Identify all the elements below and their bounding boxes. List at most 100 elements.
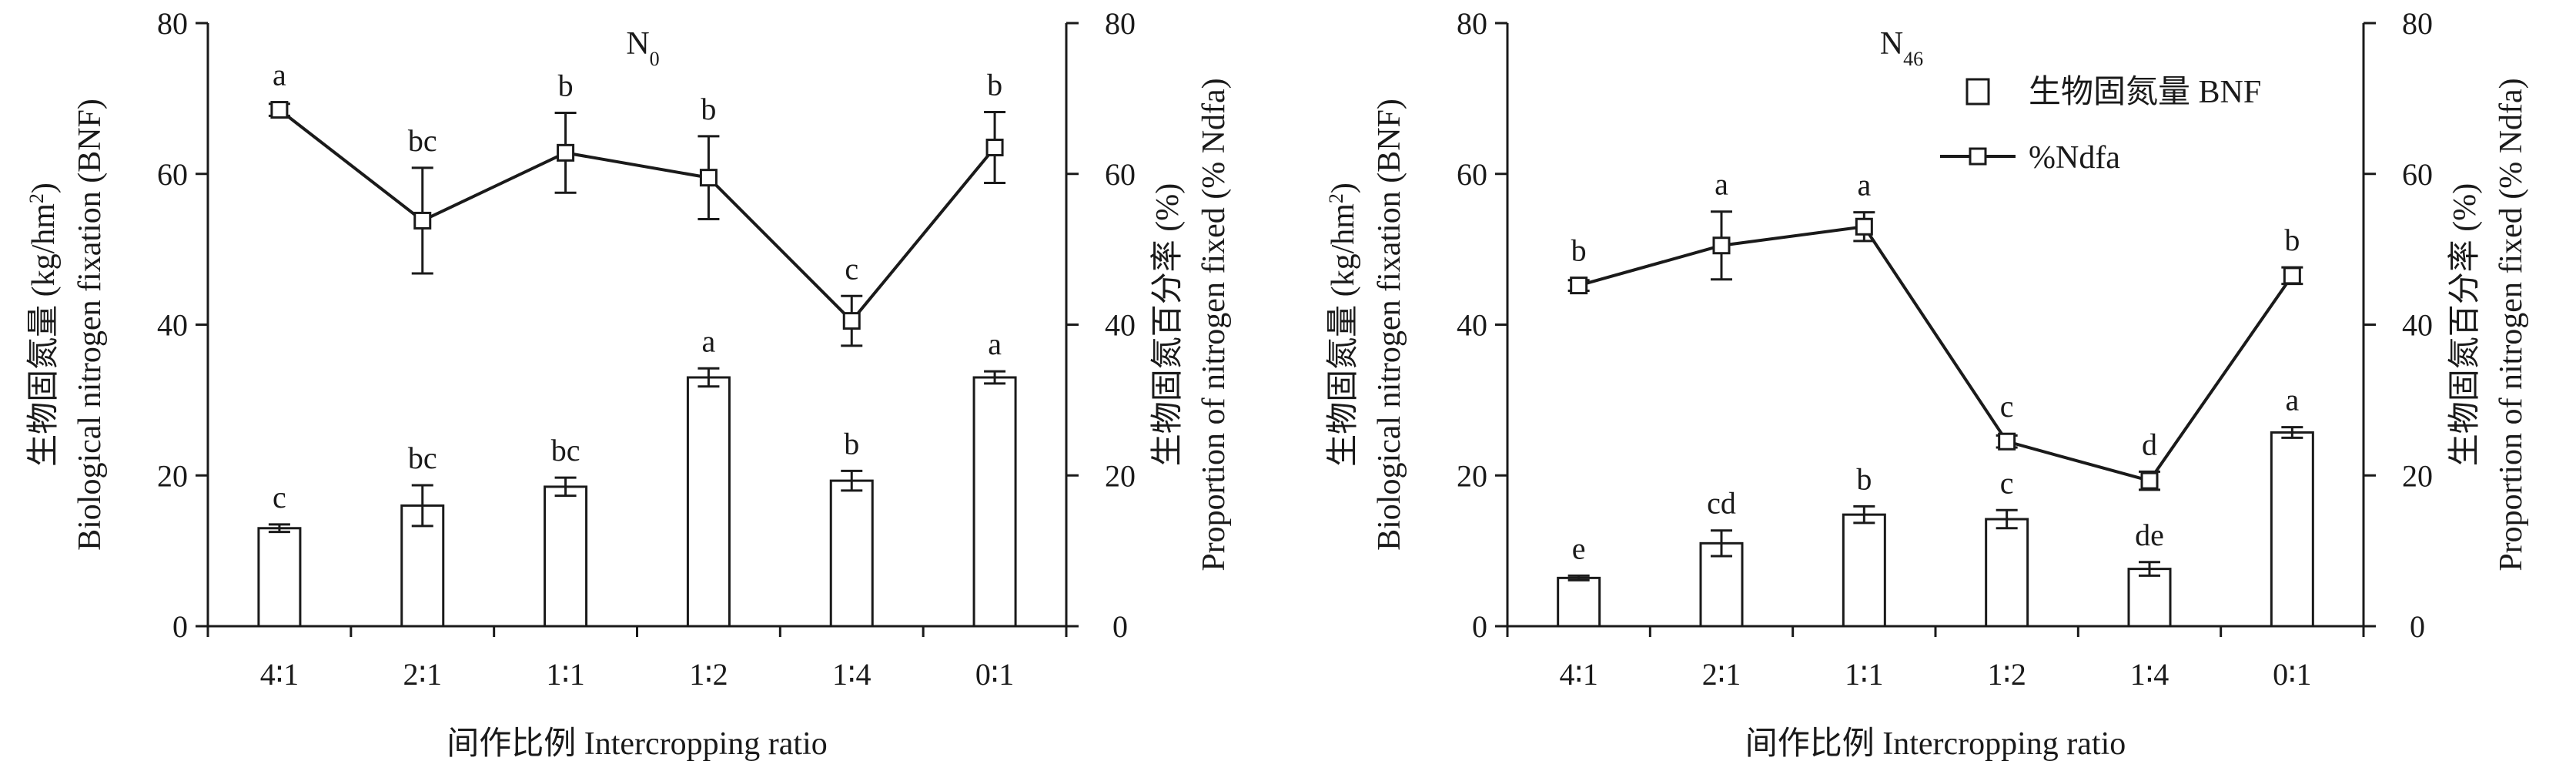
y-tick-label-right: 20 (1105, 458, 1136, 493)
y-tick-label-left: 0 (172, 609, 188, 644)
x-tick-label: 2∶1 (403, 657, 442, 692)
legend-bar-swatch (1965, 78, 1990, 106)
y-tick-label-right: 40 (1105, 308, 1136, 343)
y-tick-label-left: 20 (1457, 458, 1487, 493)
line-significance-label: c (2000, 389, 2014, 424)
bar-significance-label: c (2000, 465, 2014, 500)
ndfa-point (270, 101, 289, 119)
y-axis-title-left-en: Biological nitrogen fixation (BNF) (72, 99, 108, 551)
line-significance-label: d (2142, 427, 2157, 461)
y-tick-label-left: 40 (1457, 308, 1487, 343)
ndfa-point (2283, 266, 2301, 285)
y-axis-title-left-cn-sup: 2 (25, 193, 48, 203)
bar (829, 479, 874, 628)
bar-significance-label: e (1572, 531, 1586, 565)
ndfa-point (699, 169, 718, 187)
bar (1557, 576, 1601, 628)
y-tick-label-right: 0 (1112, 609, 1128, 644)
bar (2127, 568, 2172, 628)
y-axis-title-left-cn-sup: 2 (1325, 193, 1347, 203)
y-tick-label-left: 80 (1457, 6, 1487, 41)
bar (686, 376, 731, 628)
ndfa-point (1570, 277, 1588, 295)
y-tick-label-left: 60 (1457, 157, 1487, 192)
line-significance-label: a (273, 58, 286, 92)
x-axis-title: 间作比例 Intercropping ratio (1745, 726, 2126, 762)
x-tick-label: 1∶1 (1845, 657, 1883, 692)
line-significance-label: b (2284, 223, 2300, 257)
line-significance-label: a (1715, 167, 1728, 202)
y-tick-label-left: 20 (157, 458, 188, 493)
y-axis-title-right-cn: 生物固氮百分率 (%) (1149, 183, 1186, 466)
y-tick-label-right: 80 (1105, 6, 1136, 41)
ndfa-point (557, 143, 575, 162)
y-tick-label-left: 80 (157, 6, 188, 41)
y-tick-label-right: 40 (2402, 308, 2433, 343)
chart-title: N0 (626, 26, 659, 70)
y-axis-title-left-cn-main: 生物固氮量 (kg/hm (26, 203, 62, 467)
y-axis-title-left-cn-main: 生物固氮量 (kg/hm (1326, 203, 1361, 467)
legend-bar-label: 生物固氮量 BNF (2029, 75, 2261, 110)
chart-title-subscript: 46 (1903, 48, 1923, 70)
bar-significance-label: b (1856, 461, 1872, 496)
x-tick-label: 4∶1 (1559, 657, 1597, 692)
legend: 生物固氮量 BNF %Ndfa (1940, 75, 2261, 176)
y-tick-label-left: 60 (157, 157, 188, 192)
y-tick-label-right: 20 (2402, 458, 2433, 493)
chart-title-subscript: 0 (650, 48, 660, 70)
x-tick-label: 1∶1 (546, 657, 584, 692)
ndfa-point (842, 312, 861, 330)
y-axis-title-left-cn-end: ) (1326, 183, 1361, 193)
line-significance-label: b (1571, 233, 1587, 268)
bar (1985, 518, 2029, 628)
bar (257, 527, 302, 628)
line-significance-label: bc (408, 123, 437, 158)
y-axis-title-left-cn: 生物固氮量 (kg/hm2) (1325, 183, 1362, 467)
y-axis-title-left-cn: 生物固氮量 (kg/hm2) (25, 183, 62, 467)
y-tick-label-left: 40 (157, 308, 188, 343)
ndfa-point (413, 211, 432, 230)
x-tick-label: 1∶2 (1987, 657, 2026, 692)
bar-significance-label: a (702, 323, 716, 358)
bar-significance-label: c (273, 480, 286, 515)
bar-significance-label: bc (408, 441, 437, 475)
bar (2270, 431, 2314, 628)
chart-panel-2: 0 20 40 60 80 0 20 40 60 80 4∶1 2∶1 1∶1 1∶2 1∶4 0∶1 间作比例… (1325, 6, 2530, 762)
ndfa-line (278, 108, 996, 323)
line-significance-label: a (1857, 168, 1871, 203)
x-tick-label: 1∶4 (2130, 657, 2169, 692)
line-significance-label: b (558, 68, 574, 102)
chart-title-main: N (1880, 26, 1903, 62)
y-axis-title-right-en: Proportion of nitrogen fixed (% Ndfa) (1196, 78, 1232, 571)
bar (972, 376, 1017, 628)
bar (1842, 513, 1886, 628)
ndfa-point (1712, 236, 1731, 255)
chart-title-main: N (626, 26, 649, 62)
y-tick-label-right: 0 (2410, 609, 2425, 644)
bar-significance-label: de (2135, 518, 2164, 552)
x-tick-label: 4∶1 (260, 657, 299, 692)
x-tick-label: 1∶2 (689, 657, 728, 692)
y-tick-label-right: 60 (2402, 157, 2433, 192)
chart-title: N46 (1880, 26, 1923, 70)
ndfa-point (2140, 471, 2159, 490)
ndfa-point (1998, 432, 2016, 451)
line-significance-label: c (845, 251, 858, 286)
y-axis-title-right-en: Proportion of nitrogen fixed (% Ndfa) (2494, 78, 2529, 571)
x-tick-label: 1∶4 (832, 657, 871, 692)
bar (544, 485, 588, 628)
bar-significance-label: bc (551, 433, 580, 468)
bar-significance-label: cd (1707, 486, 1736, 521)
x-tick-label: 0∶1 (2273, 657, 2311, 692)
y-axis-title-right-cn: 生物固氮百分率 (%) (2447, 183, 2483, 466)
line-significance-label: b (701, 92, 716, 126)
ndfa-point (985, 138, 1004, 156)
bar-significance-label: a (988, 327, 1002, 361)
bar-significance-label: a (2285, 383, 2299, 417)
y-axis-title-left-en: Biological nitrogen fixation (BNF) (1372, 99, 1407, 551)
x-tick-label: 2∶1 (1702, 657, 1741, 692)
ndfa-point (1855, 217, 1873, 236)
